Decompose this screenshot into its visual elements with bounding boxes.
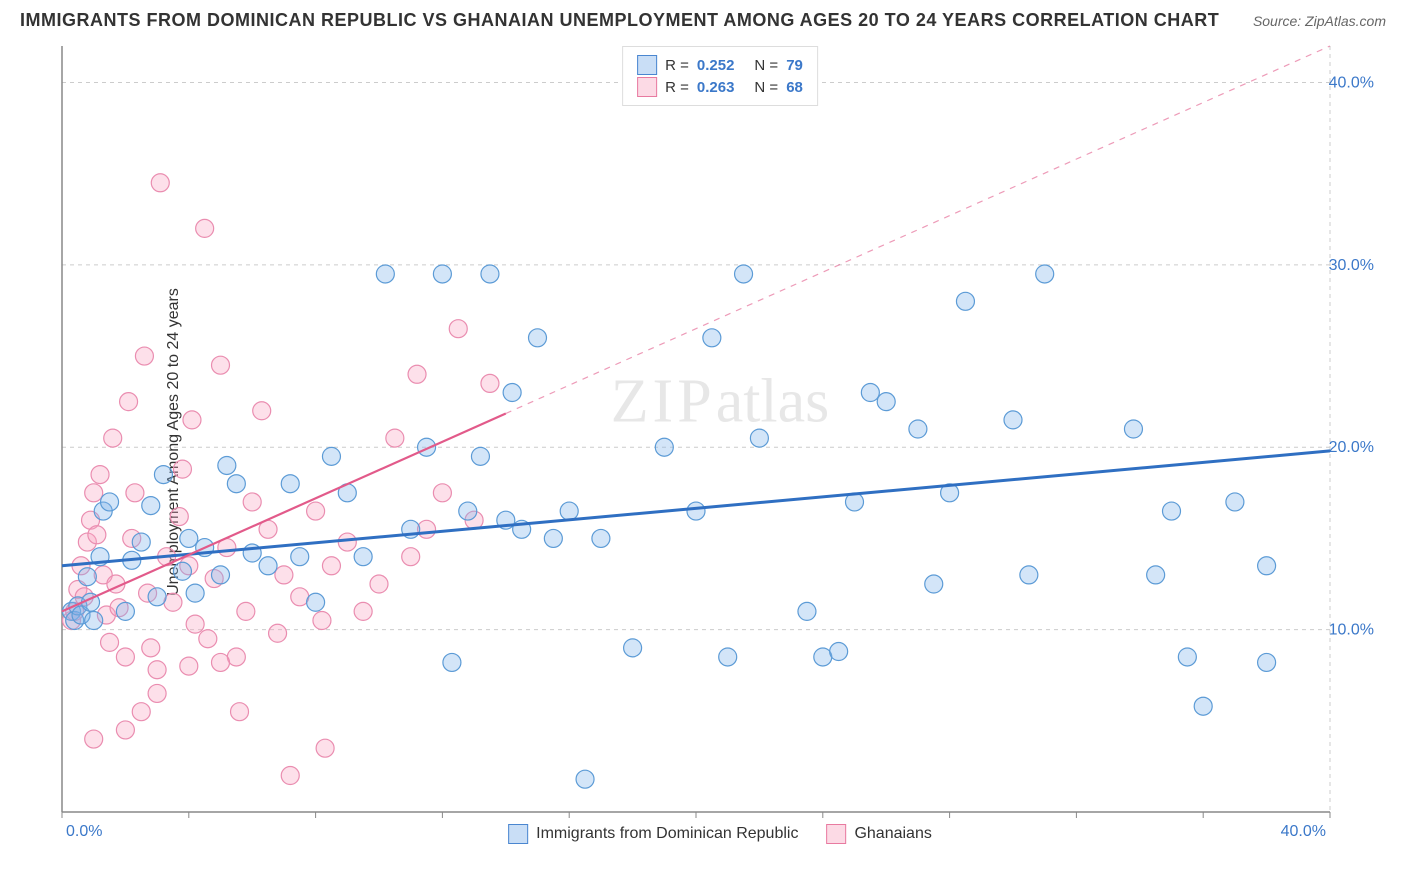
legend-item-ghanaian: Ghanaians xyxy=(826,824,931,844)
r-value-ghanaian: 0.263 xyxy=(697,79,735,96)
chart-title: IMMIGRANTS FROM DOMINICAN REPUBLIC VS GH… xyxy=(20,10,1219,31)
svg-text:30.0%: 30.0% xyxy=(1329,257,1374,274)
chart-area: Unemployment Among Ages 20 to 24 years Z… xyxy=(50,42,1390,842)
swatch-blue-icon xyxy=(508,824,528,844)
svg-text:40.0%: 40.0% xyxy=(1329,74,1374,91)
svg-text:20.0%: 20.0% xyxy=(1329,439,1374,456)
correlation-legend: R = 0.252 N = 79 R = 0.263 N = 68 xyxy=(622,46,818,106)
swatch-blue-icon xyxy=(637,55,657,75)
legend-row-ghanaian: R = 0.263 N = 68 xyxy=(637,77,803,97)
header-bar: IMMIGRANTS FROM DOMINICAN REPUBLIC VS GH… xyxy=(0,0,1406,39)
n-value-ghanaian: 68 xyxy=(786,79,803,96)
legend-item-dominican: Immigrants from Dominican Republic xyxy=(508,824,798,844)
legend-row-dominican: R = 0.252 N = 79 xyxy=(637,55,803,75)
legend-label-dominican: Immigrants from Dominican Republic xyxy=(536,825,798,843)
legend-label-ghanaian: Ghanaians xyxy=(854,825,931,843)
svg-text:0.0%: 0.0% xyxy=(66,823,102,840)
n-value-dominican: 79 xyxy=(786,57,803,74)
series-legend: Immigrants from Dominican Republic Ghana… xyxy=(508,824,932,844)
r-value-dominican: 0.252 xyxy=(697,57,735,74)
svg-text:10.0%: 10.0% xyxy=(1329,622,1374,639)
scatter-chart: 10.0% 20.0% 30.0% 40.0% 0.0% 40.0% xyxy=(60,42,1380,842)
plot-region: ZIPatlas R = 0.252 N = 79 R = 0.263 N = … xyxy=(60,42,1380,842)
swatch-pink-icon xyxy=(826,824,846,844)
svg-text:40.0%: 40.0% xyxy=(1281,823,1326,840)
swatch-pink-icon xyxy=(637,77,657,97)
source-attribution: Source: ZipAtlas.com xyxy=(1253,13,1386,29)
